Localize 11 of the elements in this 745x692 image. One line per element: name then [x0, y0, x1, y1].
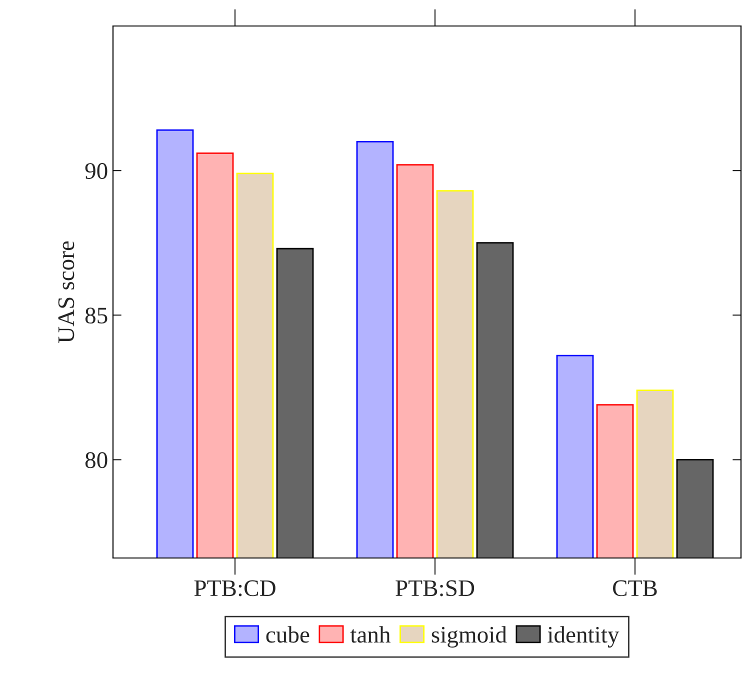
- legend-label: cube: [266, 626, 310, 643]
- y-axis-title: UAS score: [58, 241, 74, 343]
- y-tick-label: 85: [85, 308, 108, 324]
- y-tick-label: 90: [85, 163, 108, 179]
- legend-label: tanh: [350, 626, 390, 643]
- x-tick-label: PTB:CD: [194, 580, 276, 596]
- x-tick-label: PTB:SD: [396, 580, 474, 596]
- x-tick-label: CTB: [613, 580, 657, 596]
- y-tick-label: 80: [85, 452, 108, 468]
- legend-label: identity: [548, 626, 620, 648]
- legend-label: sigmoid: [432, 626, 507, 648]
